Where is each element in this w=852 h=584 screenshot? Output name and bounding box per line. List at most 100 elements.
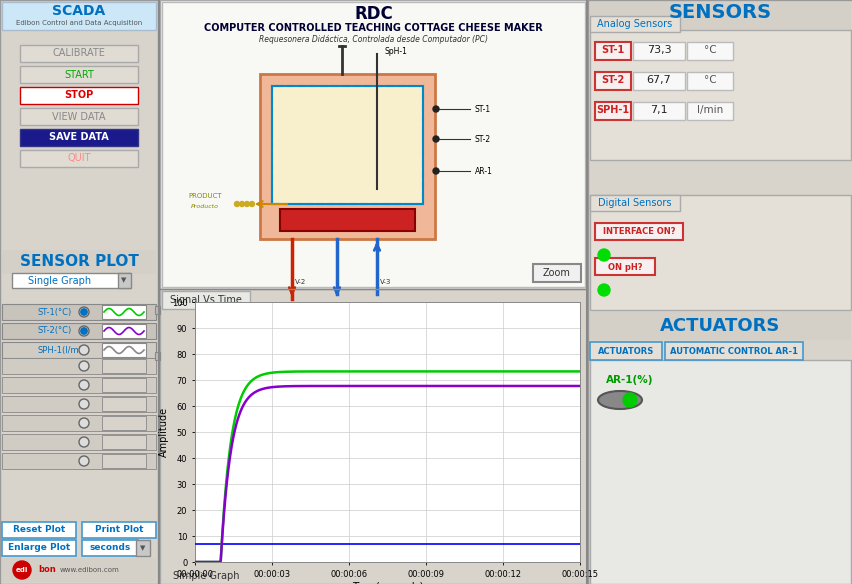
Bar	[102, 305, 146, 319]
Text: Salida de agua: Salida de agua	[319, 317, 354, 322]
Bar	[20, 129, 138, 146]
Circle shape	[245, 201, 249, 207]
Bar	[102, 343, 146, 357]
Circle shape	[597, 284, 609, 296]
Bar	[590, 30, 850, 160]
Text: ▼: ▼	[140, 545, 146, 551]
Bar	[162, 291, 250, 309]
Circle shape	[81, 309, 87, 315]
Bar	[590, 195, 679, 211]
Bar	[2, 522, 76, 538]
Bar	[279, 209, 415, 231]
Bar	[595, 223, 682, 240]
Text: Digital Sensors: Digital Sensors	[597, 198, 671, 208]
Bar	[2, 453, 156, 469]
Text: VIEW DATA: VIEW DATA	[52, 112, 106, 121]
Text: ST-1(°C): ST-1(°C)	[38, 308, 72, 317]
Text: Entrada de Agua: Entrada de Agua	[356, 317, 397, 322]
Circle shape	[433, 168, 439, 174]
Bar	[135, 540, 150, 556]
Bar	[2, 250, 156, 274]
Circle shape	[79, 361, 89, 371]
Text: Print Plot: Print Plot	[95, 526, 143, 534]
Bar	[2, 358, 156, 374]
Text: SENSORS: SENSORS	[668, 2, 771, 22]
Text: RDC: RDC	[354, 5, 393, 23]
Circle shape	[234, 201, 239, 207]
Circle shape	[79, 399, 89, 409]
X-axis label: Time(seconds): Time(seconds)	[351, 582, 423, 584]
Text: Requesonera Didáctica, Controlada desde Computador (PC): Requesonera Didáctica, Controlada desde …	[259, 36, 487, 44]
Circle shape	[79, 307, 89, 317]
Bar	[12, 273, 130, 288]
Text: SpH-1: SpH-1	[384, 47, 407, 57]
Text: salida de aire: salida de aire	[275, 331, 308, 335]
Bar	[160, 0, 586, 289]
Bar	[102, 378, 146, 392]
Bar	[272, 86, 423, 204]
Text: 7,1: 7,1	[649, 105, 667, 115]
Bar	[20, 66, 138, 83]
Text: ST-2(°C): ST-2(°C)	[38, 326, 72, 335]
Bar	[686, 72, 732, 90]
Bar	[590, 2, 850, 30]
Text: ▼: ▼	[121, 277, 127, 283]
Text: edi: edi	[16, 567, 28, 573]
Text: SAVE DATA: SAVE DATA	[49, 133, 109, 142]
Text: °C: °C	[703, 45, 716, 55]
Bar	[595, 42, 630, 60]
Bar	[162, 2, 584, 287]
Bar	[595, 258, 654, 275]
Text: seconds: seconds	[89, 544, 130, 552]
Circle shape	[433, 106, 439, 112]
Circle shape	[597, 249, 609, 261]
Text: SENSOR PLOT: SENSOR PLOT	[20, 255, 138, 269]
Text: AUTOMATIC CONTROL AR-1: AUTOMATIC CONTROL AR-1	[669, 346, 797, 356]
Bar	[2, 540, 76, 556]
Text: PRODUCT: PRODUCT	[188, 193, 222, 199]
Text: AR-1(%): AR-1(%)	[605, 375, 653, 385]
Text: l/min: l/min	[696, 105, 722, 115]
Bar	[532, 264, 580, 282]
Bar	[590, 312, 850, 340]
Bar	[590, 195, 850, 310]
Text: AR-1: AR-1	[475, 166, 492, 176]
Bar	[632, 42, 684, 60]
Bar	[82, 522, 156, 538]
Bar	[20, 87, 138, 104]
Bar	[587, 0, 852, 584]
Ellipse shape	[597, 391, 642, 409]
Text: ST-1: ST-1	[601, 45, 624, 55]
Text: ON pH?: ON pH?	[607, 262, 642, 272]
Bar	[20, 45, 138, 62]
Circle shape	[79, 418, 89, 428]
Text: Producto: Producto	[191, 203, 219, 208]
Bar	[20, 108, 138, 125]
Text: ST-1: ST-1	[475, 105, 491, 113]
Text: Enlarge Plot: Enlarge Plot	[8, 544, 70, 552]
Text: SCADA: SCADA	[52, 4, 106, 18]
Circle shape	[239, 201, 245, 207]
Bar	[590, 342, 661, 360]
Bar	[160, 289, 586, 584]
Bar	[102, 435, 146, 449]
Circle shape	[249, 201, 254, 207]
Text: V-2: V-2	[295, 279, 306, 285]
Bar	[590, 16, 679, 32]
Bar	[102, 454, 146, 468]
Text: Edibon Control and Data Acquisition: Edibon Control and Data Acquisition	[16, 20, 142, 26]
Bar	[0, 0, 158, 584]
Text: CALIBRATE: CALIBRATE	[53, 48, 106, 58]
Bar	[2, 2, 156, 30]
Text: ST-2: ST-2	[475, 134, 491, 144]
Bar	[102, 324, 146, 338]
Bar	[2, 415, 156, 431]
Circle shape	[79, 380, 89, 390]
Text: STOP: STOP	[64, 91, 94, 100]
Bar	[2, 323, 156, 339]
Bar	[102, 397, 146, 411]
Text: Tuberia de desagüe y: Tuberia de desagüe y	[266, 325, 318, 329]
Circle shape	[79, 345, 89, 355]
Text: QUIT: QUIT	[67, 154, 90, 164]
Text: Single Graph: Single Graph	[28, 276, 91, 286]
